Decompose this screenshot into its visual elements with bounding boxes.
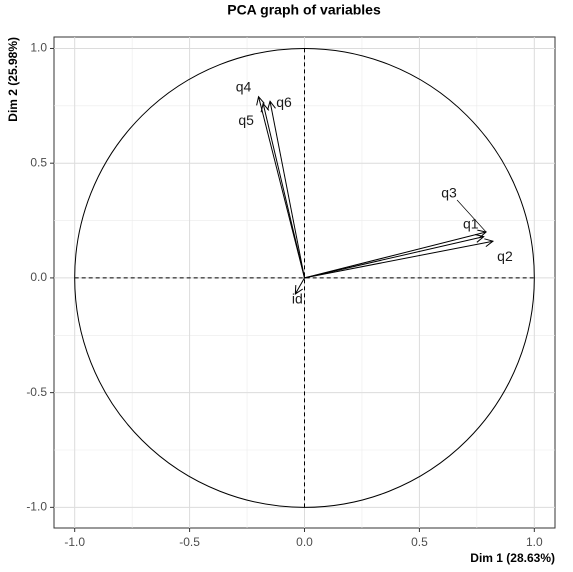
arrow — [295, 277, 305, 294]
arrow — [270, 101, 305, 279]
arrow — [304, 232, 487, 279]
y-tick-label: -1.0 — [26, 500, 47, 514]
y-tick-label: -0.5 — [26, 385, 47, 399]
arrow — [263, 104, 305, 279]
arrow — [304, 241, 493, 279]
variable-label: id — [292, 291, 303, 307]
y-tick-label: 0.0 — [30, 270, 47, 284]
x-tick-label: 1.0 — [526, 535, 543, 549]
chart-title: PCA graph of variables — [227, 2, 381, 18]
variable-label: q4 — [236, 78, 252, 94]
arrow — [304, 237, 484, 279]
y-axis-title: Dim 2 (25.98%) — [6, 37, 20, 122]
x-tick-label: -0.5 — [179, 535, 200, 549]
variable-label: q3 — [441, 185, 457, 201]
y-tick-label: 1.0 — [30, 41, 47, 55]
variable-label: q5 — [238, 112, 254, 128]
variable-label: q1 — [463, 215, 479, 231]
variable-label: q6 — [276, 94, 292, 110]
x-tick-label: -1.0 — [64, 535, 85, 549]
variable-label: q2 — [497, 248, 513, 264]
x-tick-label: 0.0 — [296, 535, 313, 549]
y-tick-label: 0.5 — [30, 155, 47, 169]
leader-line — [456, 199, 487, 233]
x-axis-title: Dim 1 (28.63%) — [470, 551, 555, 565]
x-tick-label: 0.5 — [411, 535, 428, 549]
